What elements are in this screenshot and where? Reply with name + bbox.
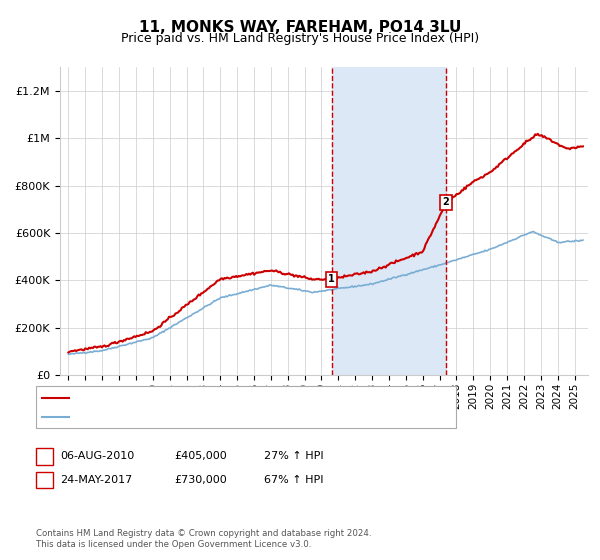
Text: 11, MONKS WAY, FAREHAM, PO14 3LU: 11, MONKS WAY, FAREHAM, PO14 3LU <box>139 20 461 35</box>
Text: 24-MAY-2017: 24-MAY-2017 <box>60 475 132 485</box>
Text: 06-AUG-2010: 06-AUG-2010 <box>60 451 134 461</box>
Text: £730,000: £730,000 <box>174 475 227 485</box>
Bar <box>332 67 446 375</box>
Text: HPI: Average price, detached house, Fareham: HPI: Average price, detached house, Fare… <box>73 412 311 422</box>
Text: £405,000: £405,000 <box>174 451 227 461</box>
Text: Contains HM Land Registry data © Crown copyright and database right 2024.
This d: Contains HM Land Registry data © Crown c… <box>36 529 371 549</box>
Text: 1: 1 <box>328 274 335 284</box>
Text: 27% ↑ HPI: 27% ↑ HPI <box>264 451 323 461</box>
Text: 2: 2 <box>442 197 449 207</box>
Text: 67% ↑ HPI: 67% ↑ HPI <box>264 475 323 485</box>
Text: 11, MONKS WAY, FAREHAM, PO14 3LU (detached house): 11, MONKS WAY, FAREHAM, PO14 3LU (detach… <box>73 393 365 403</box>
Text: Price paid vs. HM Land Registry's House Price Index (HPI): Price paid vs. HM Land Registry's House … <box>121 32 479 45</box>
Text: 2: 2 <box>41 475 48 485</box>
Text: 1: 1 <box>41 451 48 461</box>
